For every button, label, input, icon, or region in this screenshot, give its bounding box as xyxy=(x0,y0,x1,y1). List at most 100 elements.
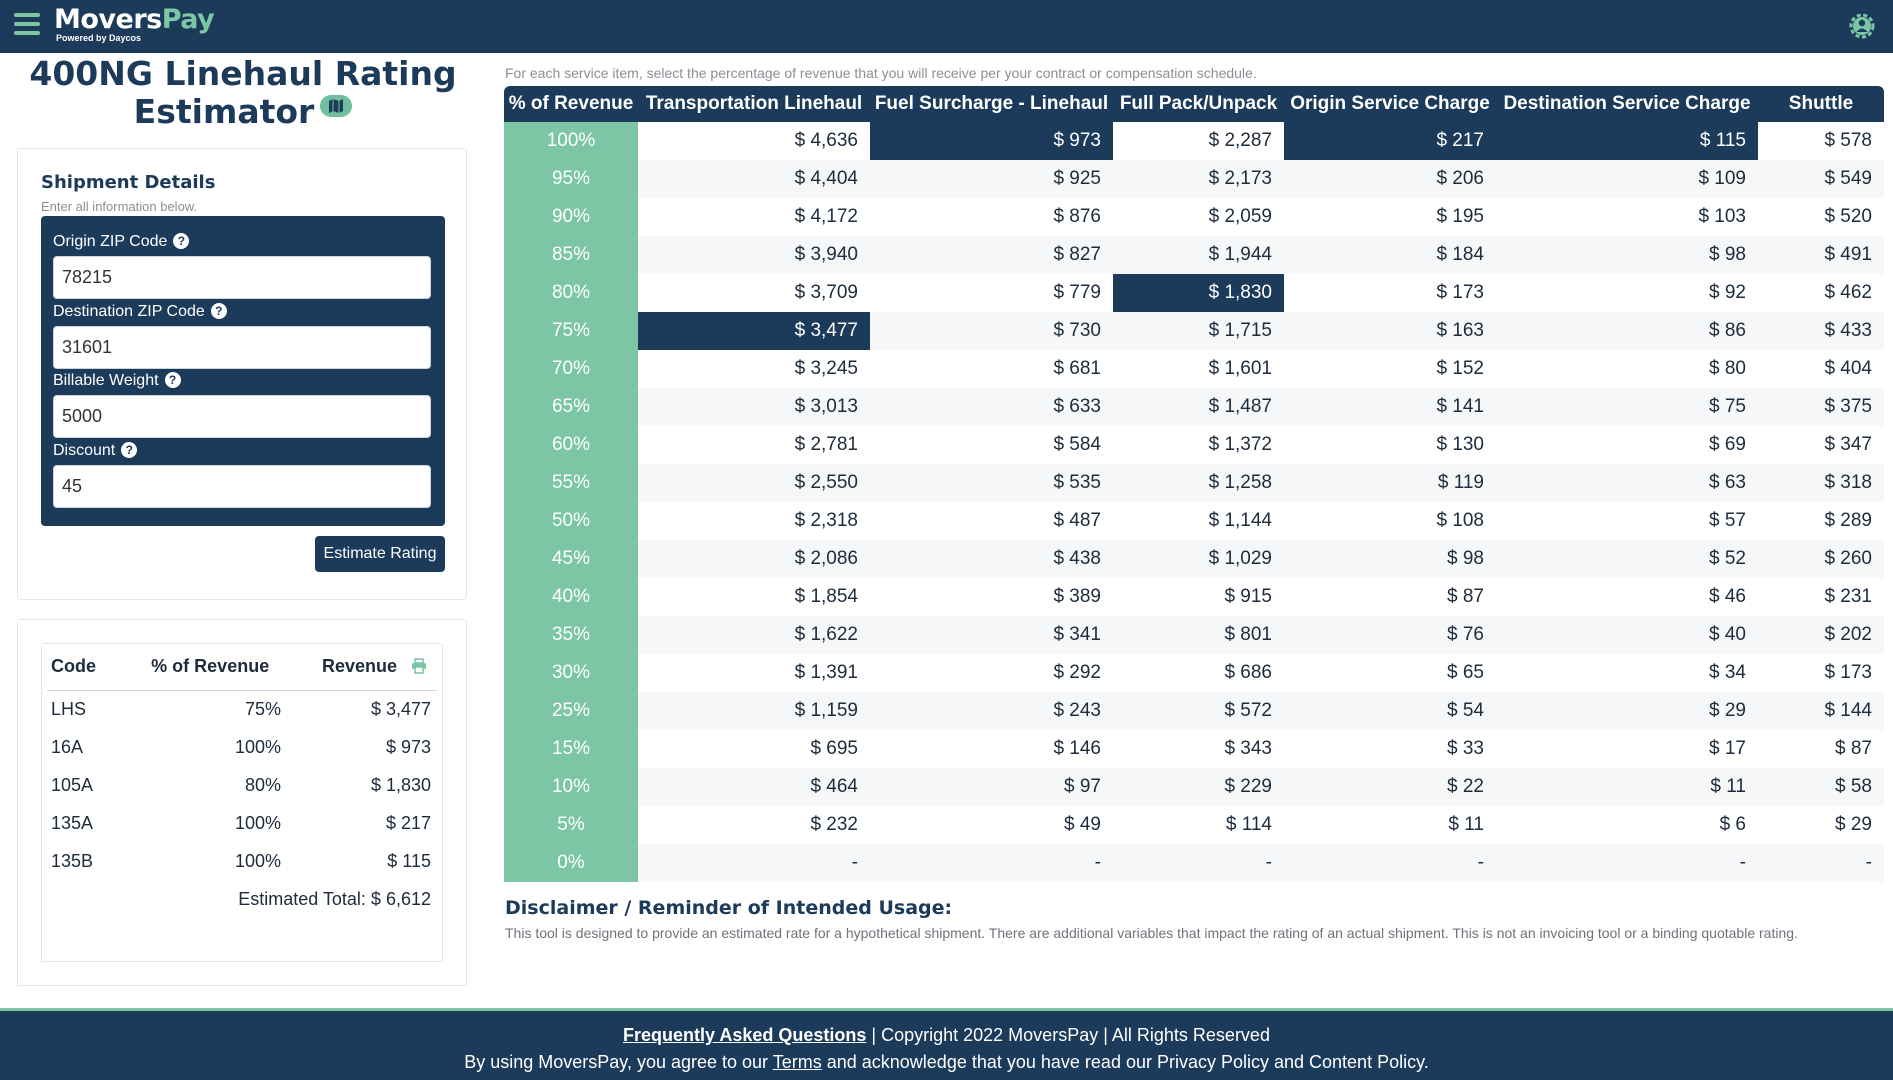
rating-cell[interactable]: $ 915 xyxy=(1113,578,1284,616)
rating-cell[interactable]: $ 2,059 xyxy=(1113,198,1284,236)
rating-cell[interactable]: $ 404 xyxy=(1758,350,1884,388)
rating-cell[interactable]: $ 2,287 xyxy=(1113,122,1284,160)
rating-cell[interactable]: $ 173 xyxy=(1284,274,1496,312)
rating-cell[interactable]: $ 17 xyxy=(1496,730,1758,768)
rating-cell[interactable]: $ 487 xyxy=(870,502,1113,540)
billable-weight-input[interactable] xyxy=(53,395,431,438)
rating-cell[interactable]: $ 633 xyxy=(870,388,1113,426)
rating-cell[interactable]: $ 114 xyxy=(1113,806,1284,844)
rating-cell[interactable]: $ 1,601 xyxy=(1113,350,1284,388)
rating-cell[interactable]: $ 76 xyxy=(1284,616,1496,654)
rating-cell[interactable]: - xyxy=(1284,844,1496,882)
rating-cell[interactable]: $ 130 xyxy=(1284,426,1496,464)
rating-cell[interactable]: $ 973 xyxy=(870,122,1113,160)
rating-cell[interactable]: $ 52 xyxy=(1496,540,1758,578)
rating-cell[interactable]: $ 29 xyxy=(1758,806,1884,844)
rating-cell[interactable]: $ 29 xyxy=(1496,692,1758,730)
rating-cell[interactable]: $ 827 xyxy=(870,236,1113,274)
rating-cell[interactable]: - xyxy=(870,844,1113,882)
rating-cell[interactable]: $ 232 xyxy=(638,806,870,844)
rating-cell[interactable]: $ 11 xyxy=(1284,806,1496,844)
rating-cell[interactable]: $ 1,715 xyxy=(1113,312,1284,350)
hamburger-icon[interactable] xyxy=(14,13,40,37)
rating-cell[interactable]: $ 33 xyxy=(1284,730,1496,768)
rating-cell[interactable]: $ 108 xyxy=(1284,502,1496,540)
rating-cell[interactable]: $ 464 xyxy=(638,768,870,806)
rating-cell[interactable]: $ 92 xyxy=(1496,274,1758,312)
rating-cell[interactable]: $ 103 xyxy=(1496,198,1758,236)
estimate-rating-button[interactable]: Estimate Rating xyxy=(315,536,445,572)
faq-link[interactable]: Frequently Asked Questions xyxy=(623,1025,867,1045)
rating-cell[interactable]: $ 462 xyxy=(1758,274,1884,312)
rating-cell[interactable]: $ 925 xyxy=(870,160,1113,198)
rating-cell[interactable]: $ 3,477 xyxy=(638,312,870,350)
rating-cell[interactable]: $ 6 xyxy=(1496,806,1758,844)
rating-cell[interactable]: $ 22 xyxy=(1284,768,1496,806)
rating-cell[interactable]: $ 65 xyxy=(1284,654,1496,692)
rating-cell[interactable]: $ 75 xyxy=(1496,388,1758,426)
printer-icon[interactable] xyxy=(411,658,427,675)
rating-cell[interactable]: $ 695 xyxy=(638,730,870,768)
rating-cell[interactable]: $ 1,258 xyxy=(1113,464,1284,502)
rating-cell[interactable]: $ 231 xyxy=(1758,578,1884,616)
map-icon[interactable] xyxy=(320,95,353,117)
rating-cell[interactable]: $ 4,172 xyxy=(638,198,870,236)
rating-cell[interactable]: $ 730 xyxy=(870,312,1113,350)
rating-cell[interactable]: $ 206 xyxy=(1284,160,1496,198)
rating-cell[interactable]: $ 1,391 xyxy=(638,654,870,692)
rating-cell[interactable]: $ 217 xyxy=(1284,122,1496,160)
rating-cell[interactable]: $ 57 xyxy=(1496,502,1758,540)
rating-cell[interactable]: $ 4,404 xyxy=(638,160,870,198)
discount-input[interactable] xyxy=(53,465,431,508)
rating-cell[interactable]: $ 572 xyxy=(1113,692,1284,730)
rating-cell[interactable]: $ 2,781 xyxy=(638,426,870,464)
destination-zip-input[interactable] xyxy=(53,326,431,369)
rating-cell[interactable]: - xyxy=(1758,844,1884,882)
rating-cell[interactable]: $ 491 xyxy=(1758,236,1884,274)
rating-cell[interactable]: $ 119 xyxy=(1284,464,1496,502)
rating-cell[interactable]: $ 1,944 xyxy=(1113,236,1284,274)
rating-cell[interactable]: $ 347 xyxy=(1758,426,1884,464)
rating-cell[interactable]: $ 318 xyxy=(1758,464,1884,502)
help-icon[interactable]: ? xyxy=(173,233,190,249)
rating-cell[interactable]: $ 1,029 xyxy=(1113,540,1284,578)
rating-cell[interactable]: $ 54 xyxy=(1284,692,1496,730)
rating-cell[interactable]: $ 681 xyxy=(870,350,1113,388)
rating-cell[interactable]: $ 69 xyxy=(1496,426,1758,464)
help-icon[interactable]: ? xyxy=(164,372,181,388)
rating-cell[interactable]: $ 152 xyxy=(1284,350,1496,388)
rating-cell[interactable]: $ 3,013 xyxy=(638,388,870,426)
rating-cell[interactable]: $ 144 xyxy=(1758,692,1884,730)
rating-cell[interactable]: $ 1,372 xyxy=(1113,426,1284,464)
rating-cell[interactable]: $ 1,144 xyxy=(1113,502,1284,540)
rating-cell[interactable]: $ 3,709 xyxy=(638,274,870,312)
rating-cell[interactable]: $ 1,854 xyxy=(638,578,870,616)
rating-cell[interactable]: $ 11 xyxy=(1496,768,1758,806)
rating-cell[interactable]: $ 146 xyxy=(870,730,1113,768)
rating-cell[interactable]: $ 375 xyxy=(1758,388,1884,426)
user-gear-icon[interactable] xyxy=(1847,11,1877,41)
rating-cell[interactable]: $ 97 xyxy=(870,768,1113,806)
rating-cell[interactable]: - xyxy=(638,844,870,882)
rating-cell[interactable]: $ 686 xyxy=(1113,654,1284,692)
rating-cell[interactable]: $ 98 xyxy=(1284,540,1496,578)
rating-cell[interactable]: $ 34 xyxy=(1496,654,1758,692)
rating-cell[interactable]: $ 1,830 xyxy=(1113,274,1284,312)
rating-cell[interactable]: $ 49 xyxy=(870,806,1113,844)
rating-cell[interactable]: $ 549 xyxy=(1758,160,1884,198)
rating-cell[interactable]: $ 535 xyxy=(870,464,1113,502)
rating-cell[interactable]: $ 115 xyxy=(1496,122,1758,160)
rating-cell[interactable]: $ 2,318 xyxy=(638,502,870,540)
rating-cell[interactable]: $ 343 xyxy=(1113,730,1284,768)
rating-cell[interactable]: $ 1,622 xyxy=(638,616,870,654)
rating-cell[interactable]: $ 1,487 xyxy=(1113,388,1284,426)
rating-cell[interactable]: $ 1,159 xyxy=(638,692,870,730)
rating-cell[interactable]: $ 4,636 xyxy=(638,122,870,160)
rating-cell[interactable]: $ 289 xyxy=(1758,502,1884,540)
rating-cell[interactable]: $ 292 xyxy=(870,654,1113,692)
rating-cell[interactable]: $ 801 xyxy=(1113,616,1284,654)
origin-zip-input[interactable] xyxy=(53,256,431,299)
rating-cell[interactable]: $ 520 xyxy=(1758,198,1884,236)
rating-cell[interactable]: $ 876 xyxy=(870,198,1113,236)
help-icon[interactable]: ? xyxy=(121,442,138,458)
